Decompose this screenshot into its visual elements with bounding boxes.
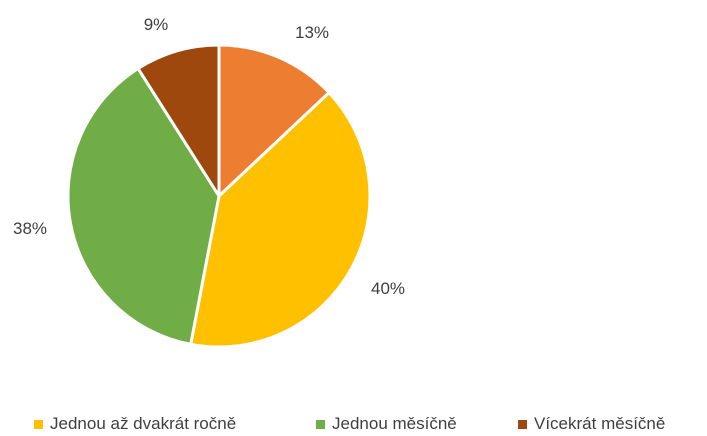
- data-label-slice-1: 13%: [295, 23, 329, 42]
- data-label-slice-3: 38%: [13, 219, 47, 238]
- pie-chart-svg: 13% 40% 38% 9%: [13, 15, 405, 349]
- data-label-slice-4: 9%: [144, 15, 169, 34]
- legend-item-monthly: Jednou měsíčně: [316, 414, 457, 434]
- legend-swatch-monthly: [316, 419, 325, 429]
- legend-label-monthly: Jednou měsíčně: [332, 414, 457, 433]
- legend-swatch-yearly: [34, 419, 43, 429]
- pie-slice-1: [217, 43, 331, 198]
- legend-label-multiple-monthly: Vícekrát měsíčně: [534, 414, 666, 433]
- pie-slice-2: [189, 91, 372, 349]
- legend-label-yearly: Jednou až dvakrát ročně: [50, 414, 237, 433]
- pie-slices: [66, 43, 372, 349]
- pie-data-labels: 13% 40% 38% 9%: [13, 15, 405, 298]
- pie-slice-4: [136, 43, 221, 198]
- data-label-slice-2: 40%: [371, 279, 405, 298]
- legend-item-multiple-monthly: Vícekrát měsíčně: [518, 414, 665, 434]
- legend-swatch-multiple-monthly: [518, 419, 527, 429]
- chart-legend: Jednou až dvakrát ročně Jednou měsíčně V…: [0, 414, 707, 434]
- legend-item-yearly: Jednou až dvakrát ročně: [34, 414, 236, 434]
